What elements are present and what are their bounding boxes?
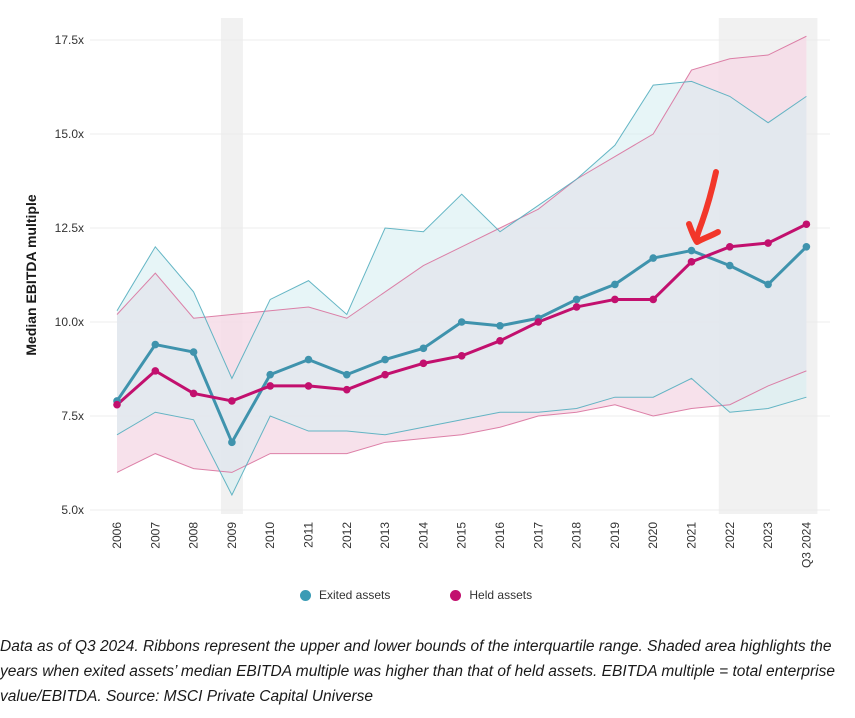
x-tick-label: 2011 (302, 522, 316, 548)
ribbon-exited (117, 81, 807, 495)
exited-point-2010 (266, 370, 275, 379)
x-tick-label: 2013 (378, 522, 392, 549)
exited-point-2023 (764, 280, 772, 289)
exited-point-2022 (726, 261, 734, 270)
x-tick-labels: 2006 2007 2008 2009 2010 2011 2012 2013 2014 2015… (110, 522, 813, 568)
x-tick-label: 2020 (646, 522, 660, 549)
x-tick-label: 2018 (570, 522, 584, 549)
data-points (113, 220, 811, 447)
exited-point-2021 (687, 246, 696, 255)
x-tick-label: Q3 2024 (799, 522, 813, 568)
exited-upper-bound (116, 80, 807, 380)
x-tick-label: 2017 (531, 522, 545, 549)
legend-item-held: Held assets (450, 588, 532, 602)
x-tick-label: 2014 (416, 522, 430, 549)
held-upper-bound (116, 35, 807, 319)
x-tick-label: 2009 (225, 522, 239, 549)
legend: Exited assets Held assets (300, 588, 532, 602)
held-point-2016 (496, 337, 504, 345)
held-point-2009 (228, 397, 236, 405)
held-point-2015 (457, 352, 466, 360)
x-tick-label: 2012 (340, 522, 354, 549)
held-point-Q3-2024 (802, 220, 811, 229)
y-axis-label: Median EBITDA multiple (23, 194, 39, 355)
exited-point-2011 (304, 355, 313, 364)
y-tick-label: 17.5x (55, 33, 84, 47)
exited-point-2016 (496, 321, 504, 330)
exited-point-2020 (649, 254, 657, 262)
held-lower-bound (116, 370, 807, 473)
x-tick-label: 2010 (263, 522, 277, 549)
held-point-2007 (151, 367, 160, 375)
exited-point-2009 (228, 438, 236, 447)
legend-marker-exited (300, 589, 311, 601)
x-tick-label: 2021 (685, 522, 699, 549)
held-point-2021 (687, 258, 696, 266)
x-tick-label: 2023 (761, 522, 775, 549)
x-tick-label: 2006 (110, 522, 124, 549)
x-tick-label: 2016 (493, 522, 507, 549)
held-point-2022 (726, 243, 734, 251)
x-tick-label: 2022 (723, 522, 737, 549)
y-tick-label: 15.0x (55, 127, 84, 141)
held-point-2011 (304, 382, 313, 390)
y-tick-label: 12.5x (55, 221, 84, 235)
y-tick-labels: 5.0x 7.5x 10.0x 12.5x 15.0x 17.5x (55, 33, 84, 517)
exited-point-2012 (343, 370, 351, 379)
exited-point-2015 (457, 318, 466, 326)
legend-label-held: Held assets (469, 588, 533, 602)
y-tick-label: 10.0x (55, 315, 84, 329)
held-point-2018 (572, 303, 581, 311)
y-tick-label: 5.0x (61, 503, 84, 517)
ribbons (116, 35, 807, 497)
x-tick-label: 2015 (455, 522, 469, 549)
chart-caption: Data as of Q3 2024. Ribbons represent th… (0, 638, 835, 705)
held-point-2017 (534, 318, 543, 326)
held-point-2023 (764, 239, 772, 247)
x-tick-label: 2007 (148, 522, 162, 549)
held-point-2012 (343, 385, 351, 394)
held-point-2020 (649, 295, 657, 304)
legend-item-exited: Exited assets (300, 588, 390, 602)
exited-point-2018 (572, 295, 581, 304)
legend-marker-held (450, 589, 462, 601)
legend-label-exited: Exited assets (319, 588, 391, 602)
held-point-2019 (611, 295, 619, 304)
held-point-2014 (419, 359, 428, 368)
exited-point-Q3-2024 (802, 243, 811, 251)
exited-point-2008 (189, 348, 198, 356)
exited-point-2013 (381, 355, 389, 364)
held-point-2008 (189, 389, 198, 398)
exited-point-2014 (419, 344, 428, 353)
held-point-2013 (381, 370, 389, 379)
exited-point-2007 (151, 340, 160, 349)
exited-point-2019 (611, 280, 619, 289)
held-point-2006 (113, 400, 121, 409)
exited-lower-bound (116, 377, 807, 497)
x-tick-label: 2008 (187, 522, 201, 549)
held-point-2010 (266, 382, 275, 390)
y-tick-label: 7.5x (61, 409, 84, 423)
annotation-arrow-icon (686, 169, 721, 245)
x-tick-label: 2019 (608, 522, 622, 549)
